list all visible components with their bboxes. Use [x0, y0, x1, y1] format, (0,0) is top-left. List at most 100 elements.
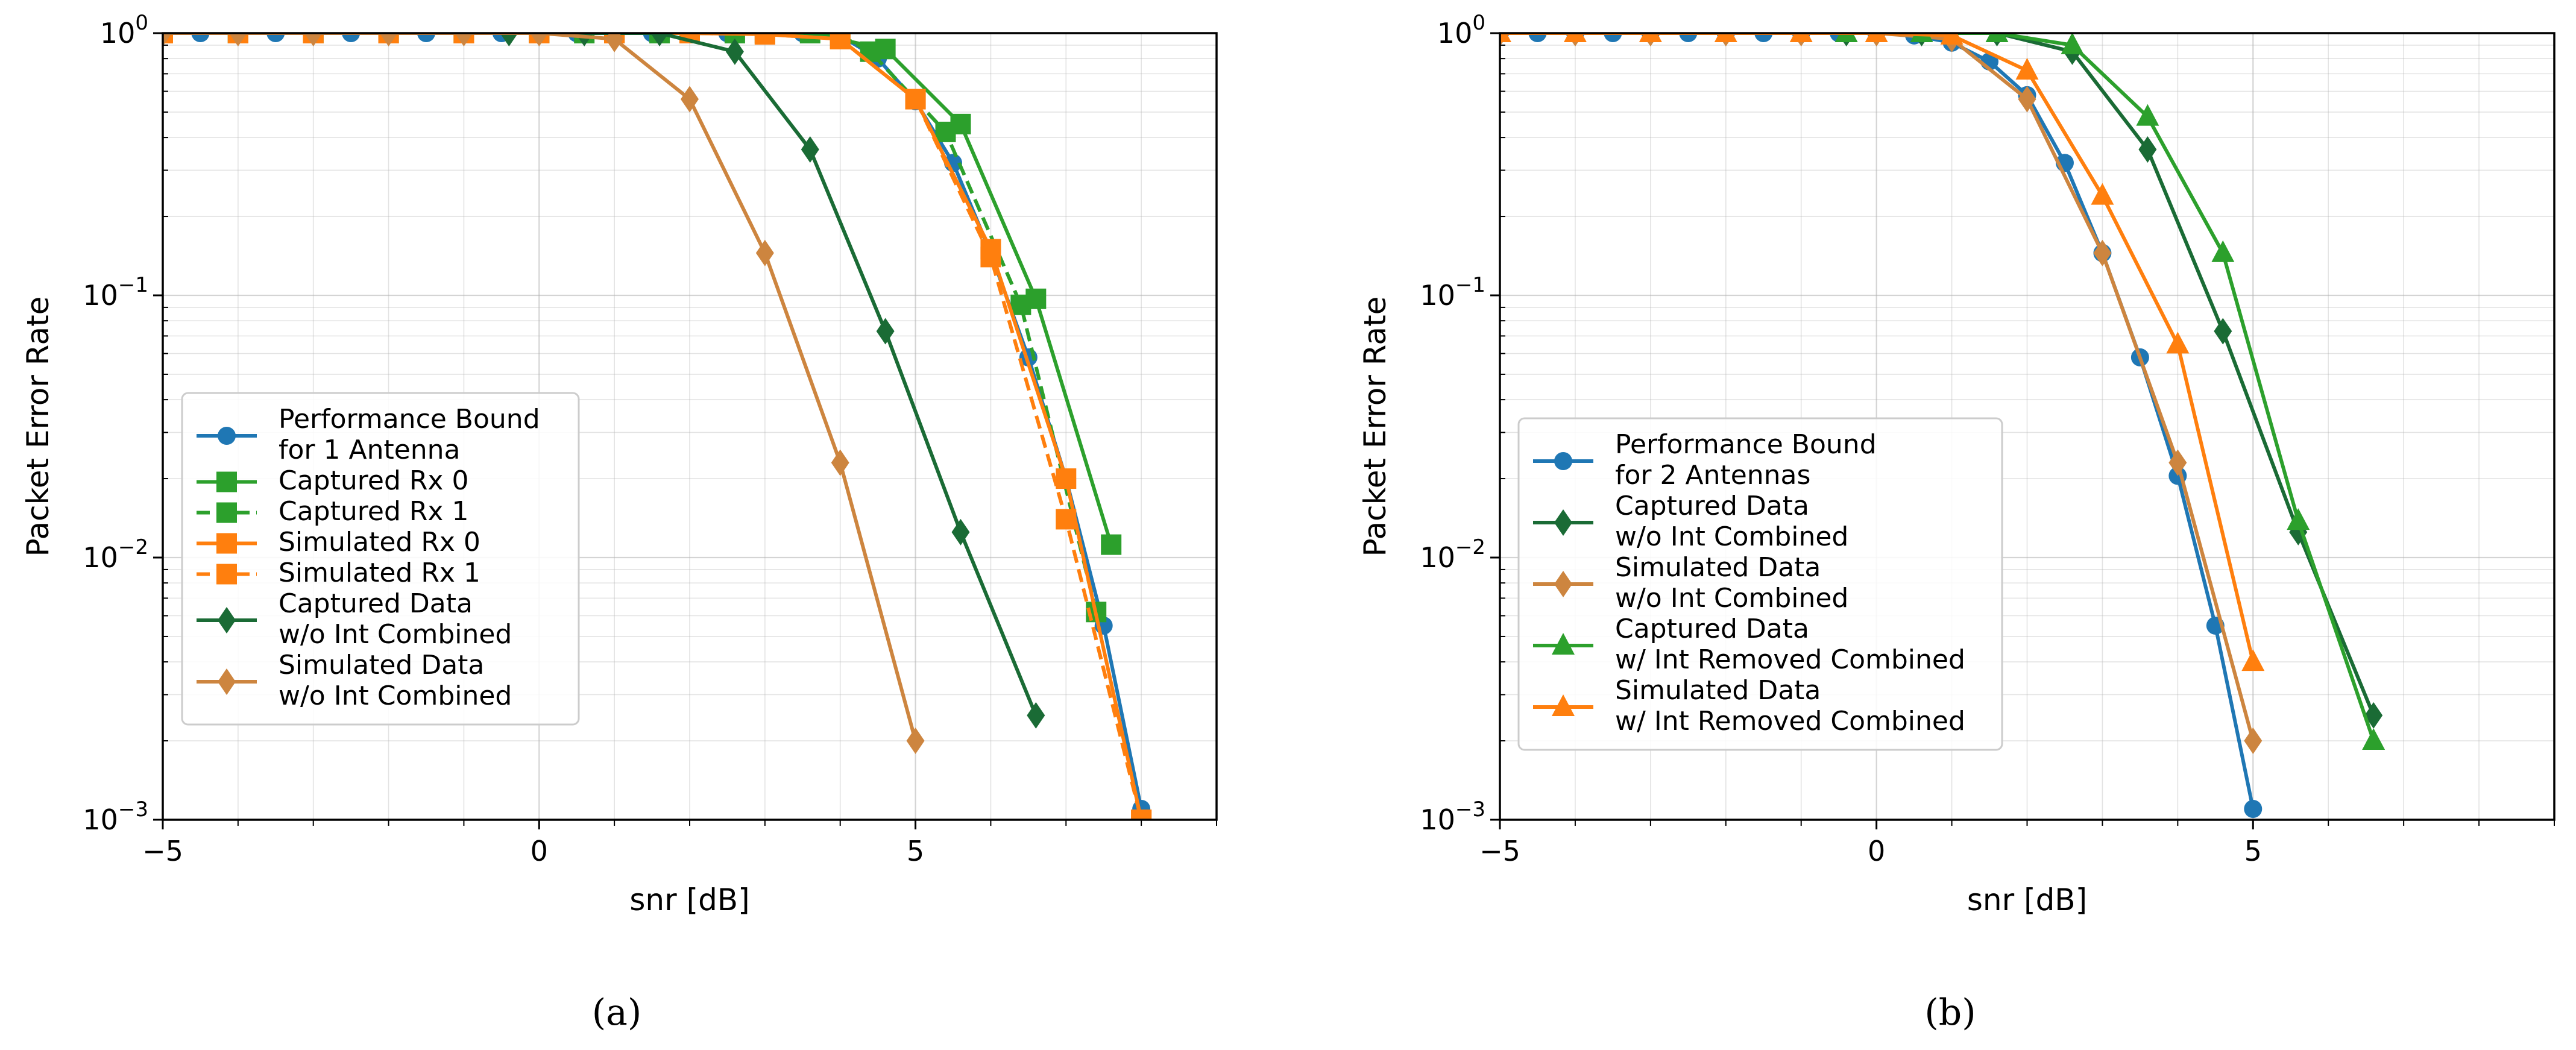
data-point-3-7 — [2362, 728, 2385, 750]
legend-label-6: Simulated Data — [279, 650, 484, 681]
data-point-5-2 — [650, 33, 669, 46]
legend-label-0: Performance Bound — [1615, 429, 1877, 460]
panel-caption: (a) — [592, 992, 642, 1034]
data-point-6-1 — [228, 33, 247, 46]
y-tick-label: 10−1 — [83, 273, 148, 312]
data-point-6-8 — [755, 239, 774, 266]
y-tick-exponent: −1 — [1455, 273, 1485, 297]
data-point-5-7 — [1027, 702, 1045, 729]
legend-label-line2-1: w/o Int Combined — [1615, 521, 1848, 552]
data-point-5-3 — [725, 38, 744, 65]
legend-label-line2-0: for 2 Antennas — [1615, 460, 1810, 491]
data-point-6-2 — [304, 33, 323, 46]
data-point-6-4 — [455, 33, 473, 46]
y-tick-base: 10 — [83, 541, 118, 574]
data-point-4-3 — [1714, 33, 1737, 42]
series-line-6 — [163, 33, 918, 741]
data-point-4-0 — [1500, 33, 1511, 42]
legend-label-line2-4: w/ Int Removed Combined — [1615, 706, 1965, 737]
legend-swatch-marker-2 — [1554, 571, 1572, 597]
data-point-2-12 — [1010, 294, 1031, 315]
legend-box — [181, 392, 580, 726]
data-point-2-9 — [2168, 449, 2187, 476]
data-point-4-11 — [980, 247, 1001, 268]
data-point-4-2 — [1639, 33, 1662, 42]
y-tick-label: 10−3 — [1420, 797, 1485, 836]
data-point-1-5 — [2214, 318, 2232, 345]
y-tick-label: 10−1 — [1420, 273, 1485, 312]
data-point-4-4 — [1789, 33, 1813, 42]
panel-caption: (b) — [1924, 992, 1976, 1034]
series-line-4 — [163, 33, 1144, 820]
legend-label-3: Simulated Rx 0 — [279, 527, 480, 558]
y-tick-base: 10 — [1420, 803, 1455, 836]
legend-label-line2-2: w/o Int Combined — [1615, 583, 1848, 614]
data-point-0-20 — [2244, 799, 2263, 818]
legend-label-4: Simulated Rx 1 — [279, 558, 480, 588]
series-line-3 — [163, 33, 1144, 820]
data-point-4-1 — [1563, 33, 1587, 42]
data-point-0-1 — [1528, 33, 1547, 42]
data-point-6-6 — [605, 33, 624, 52]
data-point-2-7 — [2018, 86, 2036, 113]
legend-swatch-marker-3 — [1552, 633, 1575, 655]
y-tick-label: 100 — [1437, 11, 1485, 49]
data-point-5-4 — [801, 136, 819, 163]
plot-area — [163, 33, 1152, 820]
data-point-5-5 — [876, 318, 895, 345]
data-point-3-3 — [2061, 33, 2084, 54]
data-point-0-7 — [417, 33, 435, 42]
data-point-3-6 — [2287, 508, 2310, 530]
legend-swatch-marker-5 — [218, 607, 236, 633]
y-axis-label: Packet Error Rate — [20, 297, 55, 557]
y-tick-exponent: −1 — [118, 273, 148, 297]
y-tick-exponent: 0 — [1472, 11, 1485, 35]
y-tick-base: 10 — [100, 17, 136, 49]
data-point-6-10 — [906, 728, 925, 755]
x-axis-label: snr [dB] — [629, 882, 749, 917]
y-tick-exponent: −3 — [1455, 797, 1485, 822]
legend-label-line2-0: for 1 Antenna — [279, 435, 461, 465]
data-point-4-5 — [1865, 33, 1888, 42]
series-line-3 — [1846, 33, 2376, 742]
data-point-3-12 — [1056, 468, 1077, 489]
y-tick-base: 10 — [1420, 541, 1455, 574]
y-tick-label: 100 — [100, 11, 148, 49]
y-tick-base: 10 — [83, 279, 118, 312]
y-axis-label: Packet Error Rate — [1358, 297, 1393, 557]
legend-swatch-marker-2 — [216, 502, 237, 523]
data-point-1-13 — [1101, 534, 1122, 555]
legend-label-5: Captured Data — [279, 588, 473, 619]
y-tick-exponent: −3 — [118, 797, 148, 822]
data-point-2-8 — [2093, 239, 2112, 266]
x-tick-label: 5 — [2244, 835, 2262, 867]
data-point-6-5 — [530, 33, 549, 46]
y-tick-exponent: −2 — [1455, 535, 1485, 559]
legend-swatch-marker-1 — [216, 471, 237, 492]
data-point-4-12 — [1056, 509, 1077, 530]
data-point-4-10 — [905, 89, 926, 110]
legend-label-0: Performance Bound — [279, 404, 540, 435]
series-line-5 — [509, 33, 1038, 717]
data-point-5-6 — [951, 518, 970, 545]
x-tick-label: −5 — [142, 835, 183, 867]
series-line-2 — [1500, 33, 2255, 741]
legend-label-line2-5: w/o Int Combined — [279, 619, 512, 650]
legend-box — [1517, 417, 2003, 751]
legend-label-line2-6: w/o Int Combined — [279, 681, 512, 711]
series-line-4 — [1500, 33, 2255, 662]
data-point-4-6 — [1940, 33, 1963, 45]
y-tick-base: 10 — [1420, 279, 1455, 312]
y-tick-label: 10−2 — [83, 535, 148, 574]
data-point-1-4 — [2138, 136, 2157, 163]
data-point-6-9 — [831, 449, 849, 476]
legend-swatch-marker-4 — [216, 564, 237, 585]
legend-label-3: Captured Data — [1615, 614, 1809, 644]
y-tick-label: 10−2 — [1420, 535, 1485, 574]
data-point-4-7 — [2015, 58, 2039, 80]
data-point-3-1 — [1910, 33, 1933, 42]
x-tick-label: 0 — [531, 835, 548, 867]
